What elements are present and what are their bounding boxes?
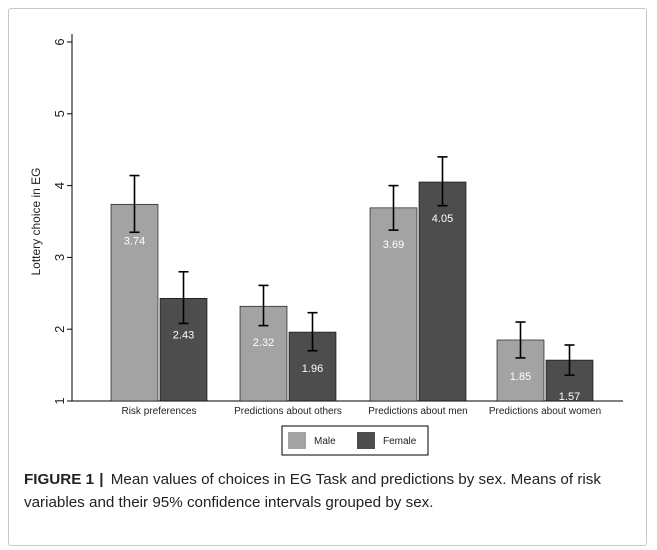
x-category-label: Predictions about men [368,406,468,417]
bar-male [110,203,159,402]
caption-separator: | [99,471,104,488]
legend-label-male: Male [314,436,336,447]
y-tick-label: 6 [52,38,67,45]
x-category-label: Risk preferences [121,406,196,417]
bar-male [369,207,418,402]
data-label: 2.32 [253,337,274,349]
y-axis-title: Lottery choice in EG [29,167,43,275]
legend-label-female: Female [383,436,417,447]
y-tick-label: 1 [52,397,67,404]
y-tick-label: 5 [52,110,67,117]
data-label: 3.69 [383,239,404,251]
x-category-label: Predictions about others [234,406,342,417]
data-label: 1.57 [559,391,580,403]
data-label: 1.96 [302,363,323,375]
data-label: 4.05 [432,213,453,225]
figure-caption: FIGURE 1 | Mean values of choices in EG … [24,468,634,514]
data-label: 2.43 [173,329,194,341]
legend-swatch-female [357,432,375,449]
legend-box [281,425,429,456]
caption-label: FIGURE 1 [24,471,95,488]
data-label: 3.74 [124,235,145,247]
data-label: 1.85 [510,371,531,383]
y-tick-label: 4 [52,182,67,189]
x-category-label: Predictions about women [489,406,601,417]
bar-female [418,181,467,402]
y-tick-label: 2 [52,326,67,333]
legend: Male Female [281,425,429,456]
y-tick-label: 3 [52,254,67,261]
caption-text: Mean values of choices in EG Task and pr… [24,471,601,511]
legend-swatch-male [288,432,306,449]
